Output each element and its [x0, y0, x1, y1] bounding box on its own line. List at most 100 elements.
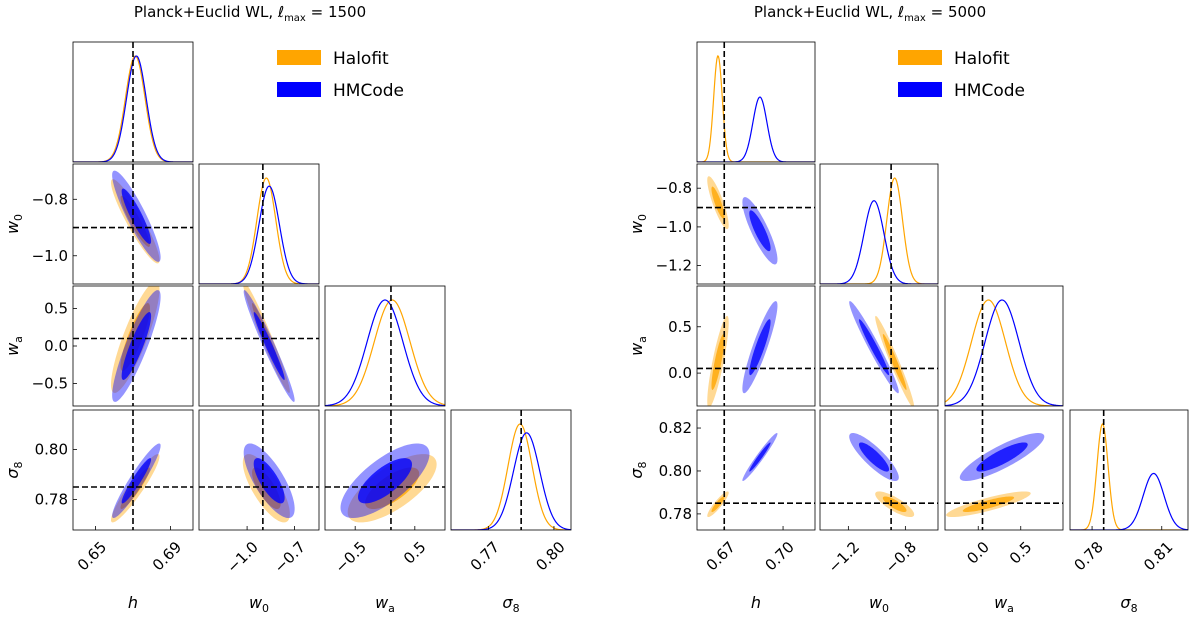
y-axis-label-w0: w0 [627, 214, 649, 234]
corner-plot-2: Planck+Euclid WL, ℓmax = 5000 −0.8 −1.0 −1.… [627, 3, 1189, 615]
panel-sigma8-wa: −0.5 0.5 wa [324, 409, 446, 615]
x-tick-label: 0.67 [703, 538, 739, 574]
x-axis-label-w0: w0 [249, 593, 269, 615]
x-axis-label-h: h [751, 593, 761, 612]
y-tick-label: −1.0 [32, 247, 68, 265]
legend-swatch-halofit [898, 50, 942, 65]
legend-label: HMCode [954, 81, 1025, 101]
panel-sigma8-wa: 0.0 0.5 wa [944, 409, 1064, 615]
contour-hmcode-68 [749, 319, 771, 376]
panel-frame [696, 285, 816, 407]
x-tick-label: 0.0 [963, 538, 993, 568]
legend-swatch-hmcode [277, 82, 321, 97]
marginal-halofit-wa [325, 299, 445, 406]
y-tick-label: 0.0 [668, 364, 692, 382]
panel-w0-h: −0.8 −1.0 −1.2 w0 [627, 163, 816, 285]
chart-title: Planck+Euclid WL, ℓmax = 1500 [134, 3, 366, 24]
y-tick-label: −0.8 [656, 179, 692, 197]
contour-hmcode-68 [976, 442, 1028, 472]
marginal-halofit-w0 [199, 177, 319, 284]
panel-frame [72, 41, 194, 163]
y-tick-label: 0.78 [35, 491, 68, 509]
x-axis-label-wa: wa [375, 593, 395, 615]
panel-frame [198, 163, 320, 285]
contour-halofit-68 [711, 496, 725, 513]
marginal-halofit-w0 [820, 177, 938, 284]
y-tick-label: 0.82 [659, 419, 692, 437]
panel-frame [696, 41, 816, 163]
y-tick-label: −1.0 [656, 218, 692, 236]
panel-frame [324, 285, 446, 407]
x-tick-label: −0.8 [882, 538, 920, 576]
marginal-hmcode-sigma8 [1070, 472, 1188, 530]
contour-halofit-68 [882, 496, 907, 513]
marginal-hmcode-wa [945, 299, 1063, 406]
contour-hmcode-68 [253, 312, 285, 380]
y-axis-label-wa: wa [3, 336, 25, 356]
y-tick-label: 0.80 [35, 441, 68, 459]
y-tick-label: −0.8 [32, 190, 68, 208]
panel-h-h [696, 41, 816, 163]
contour-hmcode-68 [749, 442, 771, 472]
panel-sigma8-w0: −1.0 −0.7w0 [198, 409, 320, 615]
corner-plot-1: Planck+Euclid WL, ℓmax = 1500 −0.8 −1.0 w0 0… [3, 3, 572, 615]
marginal-hmcode-h [697, 96, 815, 162]
marginal-halofit-h [697, 55, 815, 162]
panel-frame [696, 409, 816, 531]
marginal-halofit-sigma8 [451, 423, 571, 530]
panel-frame [819, 163, 939, 285]
x-tick-label: −1.2 [825, 538, 863, 576]
panel-wa-w0 [198, 285, 320, 407]
panel-w0-h: −0.8 −1.0 w0 [3, 163, 194, 285]
x-tick-label: 0.81 [1140, 538, 1176, 574]
panel-frame [944, 409, 1064, 531]
x-axis-label-w0: w0 [869, 593, 889, 615]
contour-hmcode-68 [121, 458, 152, 504]
panel-frame [696, 163, 816, 285]
panel-w0-w0 [198, 163, 320, 285]
marginal-hmcode-wa [325, 299, 445, 406]
panel-sigma8-w0: −1.2 −0.8 w0 [819, 409, 939, 615]
legend: Halofit HMCode [898, 49, 1025, 101]
panel-h-h [72, 41, 194, 163]
y-tick-label: 0.78 [659, 505, 692, 523]
panel-frame [819, 285, 939, 407]
x-tick-label: 0.65 [74, 538, 110, 574]
legend-label: HMCode [333, 81, 404, 101]
panel-frame [324, 409, 446, 531]
panel-wa-wa [944, 285, 1064, 407]
contour-hmcode-68 [858, 442, 890, 472]
contour-halofit-68 [711, 334, 725, 390]
panel-wa-h: 0.5 0.0 −0.5 wa [3, 285, 194, 407]
panel-frame [944, 285, 1064, 407]
legend-label: Halofit [954, 49, 1010, 69]
panel-frame [72, 163, 194, 285]
panel-sigma8-h: 0.82 0.80 0.78 σ8 0.67 0.70h [627, 409, 816, 612]
panel-frame [1069, 409, 1189, 531]
panel-wa-w0 [819, 285, 939, 407]
x-tick-label: −1.0 [223, 538, 261, 576]
panel-frame [450, 409, 572, 531]
panel-frame [819, 409, 939, 531]
panel-frame [198, 409, 320, 531]
contour-hmcode-68 [749, 210, 771, 252]
y-axis-label-wa: wa [627, 336, 649, 356]
legend-swatch-hmcode [898, 82, 942, 97]
y-tick-label: 0.5 [668, 318, 692, 336]
y-tick-label: −0.5 [32, 375, 68, 393]
y-axis-label-sigma8: σ8 [3, 461, 25, 478]
x-tick-label: 0.5 [400, 538, 430, 568]
marginal-halofit-sigma8 [1070, 423, 1188, 530]
x-tick-label: 0.78 [1070, 538, 1106, 574]
panel-sigma8-sigma8: 0.77 0.80 σ8 [450, 409, 572, 615]
panel-w0-w0 [819, 163, 939, 285]
x-tick-label: 0.5 [1006, 538, 1036, 568]
x-axis-label-h: h [128, 593, 138, 612]
y-axis-label-w0: w0 [3, 214, 25, 234]
contour-halofit-68 [962, 496, 1015, 513]
contour-halofit-68 [882, 334, 907, 390]
panel-wa-h: 0.5 0.0 wa [627, 285, 816, 407]
y-tick-label: 0.0 [44, 337, 68, 355]
x-tick-label: −0.5 [331, 538, 369, 576]
